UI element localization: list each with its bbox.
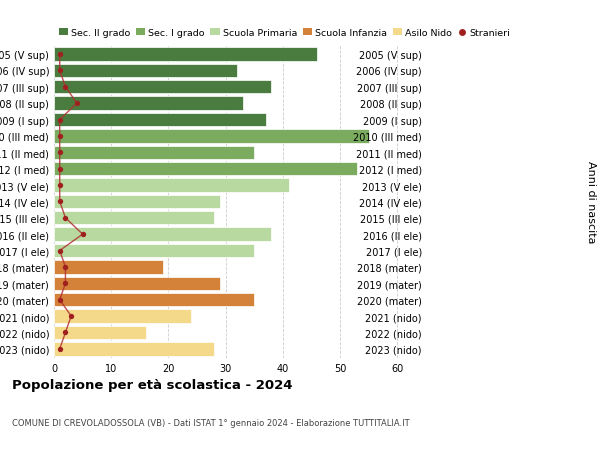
Point: [61, 263, 70, 271]
Point: [55, 67, 65, 75]
Bar: [54, 48, 317, 62]
Point: [55, 198, 65, 206]
Point: [72, 100, 82, 107]
Point: [55, 166, 65, 173]
Bar: [54, 261, 163, 274]
Point: [55, 117, 65, 124]
Bar: [54, 162, 358, 176]
Point: [61, 329, 70, 336]
Bar: [54, 212, 214, 225]
Text: COMUNE DI CREVOLADOSSOLA (VB) - Dati ISTAT 1° gennaio 2024 - Elaborazione TUTTIT: COMUNE DI CREVOLADOSSOLA (VB) - Dati IST…: [12, 418, 410, 427]
Bar: [54, 244, 254, 257]
Bar: [54, 293, 254, 307]
Point: [61, 84, 70, 91]
Legend: Sec. II grado, Sec. I grado, Scuola Primaria, Scuola Infanzia, Asilo Nido, Stran: Sec. II grado, Sec. I grado, Scuola Prim…: [59, 29, 511, 38]
Bar: [54, 81, 271, 94]
Bar: [54, 228, 271, 241]
Bar: [54, 342, 214, 356]
Bar: [54, 65, 237, 78]
Bar: [54, 310, 191, 323]
Point: [61, 280, 70, 287]
Point: [55, 247, 65, 255]
Point: [55, 133, 65, 140]
Bar: [54, 326, 146, 339]
Bar: [54, 146, 254, 160]
Point: [78, 231, 88, 238]
Point: [55, 51, 65, 59]
Bar: [54, 113, 266, 127]
Bar: [54, 97, 243, 111]
Text: Anni di nascita: Anni di nascita: [586, 161, 596, 243]
Point: [55, 182, 65, 189]
Bar: [54, 130, 369, 143]
Point: [67, 313, 76, 320]
Point: [55, 345, 65, 353]
Bar: [54, 179, 289, 192]
Text: Popolazione per età scolastica - 2024: Popolazione per età scolastica - 2024: [12, 379, 293, 392]
Bar: [54, 195, 220, 209]
Point: [55, 297, 65, 304]
Point: [55, 149, 65, 157]
Bar: [54, 277, 220, 291]
Point: [61, 215, 70, 222]
